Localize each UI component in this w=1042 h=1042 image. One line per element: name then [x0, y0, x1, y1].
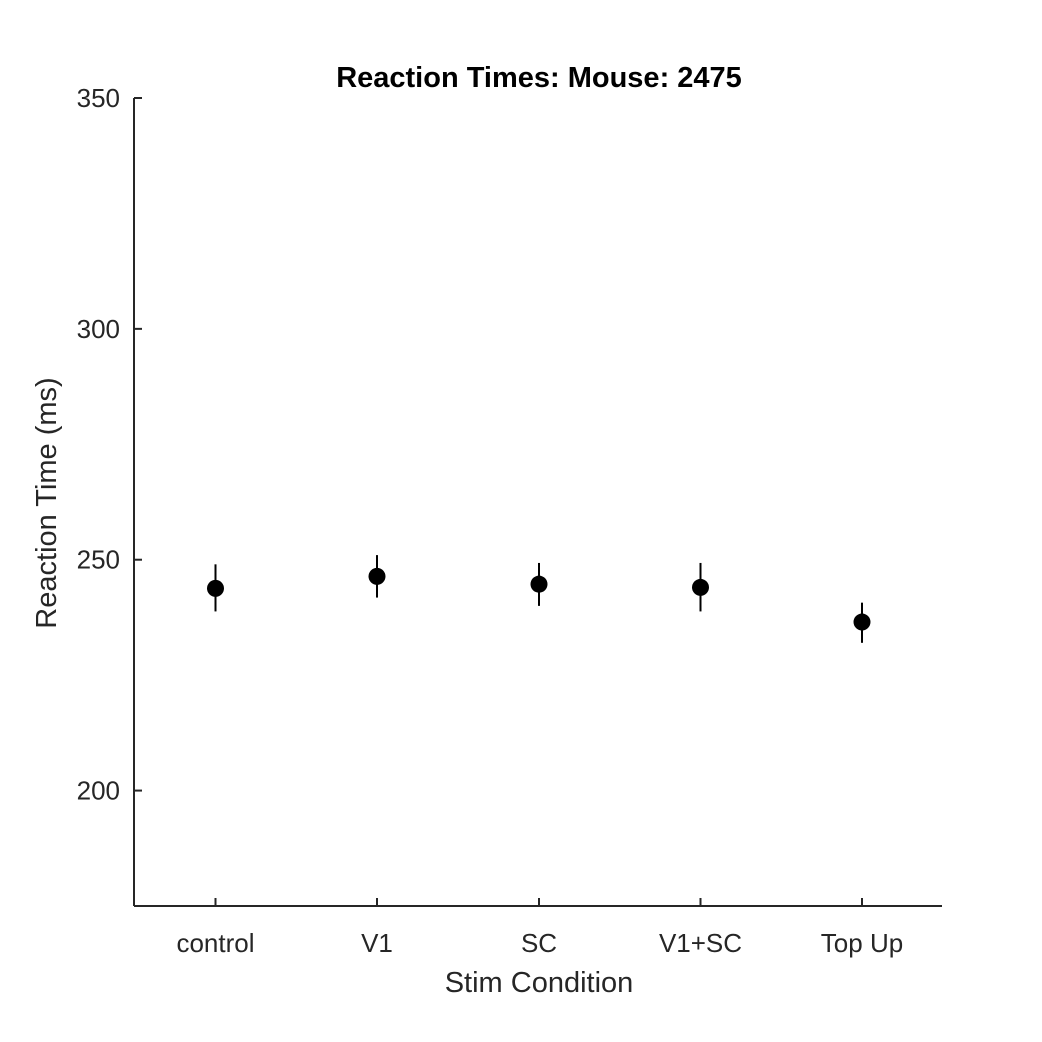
- data-point: [368, 567, 386, 585]
- y-tick-label: 300: [77, 314, 120, 344]
- y-axis-ticks: 200 250 300 350: [77, 83, 142, 806]
- x-tick-label: SC: [521, 928, 557, 958]
- x-axis-label: Stim Condition: [445, 967, 634, 999]
- x-tick-label: V1+SC: [659, 928, 742, 958]
- data-point: [853, 613, 871, 631]
- error-bars: [214, 555, 863, 643]
- x-tick-label: V1: [361, 928, 393, 958]
- y-tick-label: 250: [77, 545, 120, 575]
- data-points: [207, 567, 871, 631]
- chart-title: Reaction Times: Mouse: 2475: [336, 62, 742, 94]
- y-axis-label: Reaction Time (ms): [31, 377, 63, 628]
- x-tick-label: control: [176, 928, 254, 958]
- data-point: [692, 578, 709, 596]
- x-tick-label: Top Up: [821, 928, 903, 958]
- x-axis-ticks: control V1 SC V1+SC Top Up: [176, 898, 903, 958]
- y-tick-label: 200: [77, 776, 120, 806]
- data-point: [207, 579, 224, 597]
- y-tick-label: 350: [77, 83, 120, 113]
- data-point: [530, 575, 548, 593]
